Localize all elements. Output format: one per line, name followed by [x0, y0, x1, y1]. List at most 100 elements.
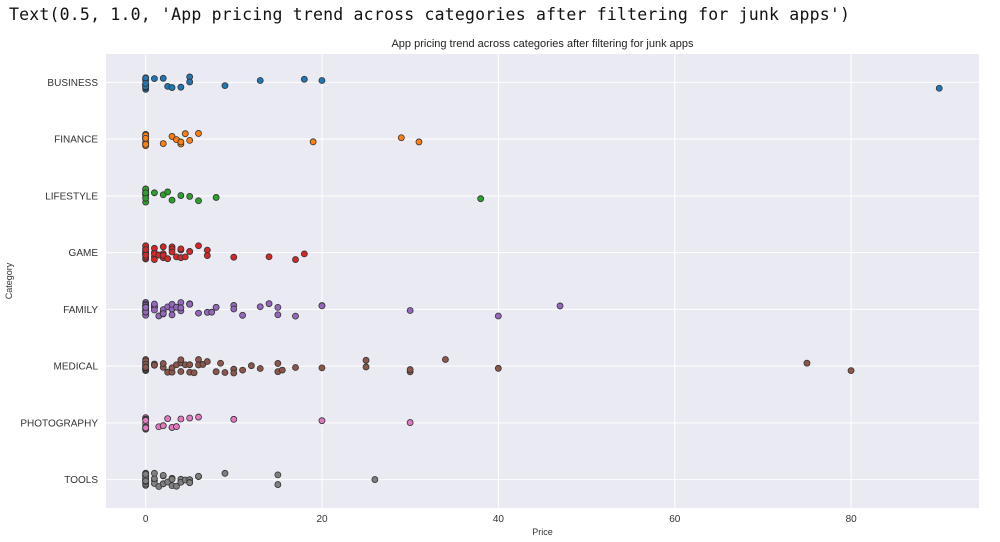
- data-point: [221, 82, 229, 90]
- data-point: [181, 130, 189, 138]
- data-point: [173, 423, 180, 430]
- data-point: [186, 361, 194, 369]
- y-tick-label: FAMILY: [63, 305, 98, 316]
- data-point: [847, 367, 855, 375]
- data-point: [159, 74, 167, 82]
- data-point: [168, 311, 176, 319]
- data-point: [803, 359, 811, 367]
- data-point: [265, 253, 273, 261]
- data-point: [212, 368, 220, 376]
- data-point: [142, 246, 150, 253]
- data-point: [208, 308, 216, 316]
- data-point: [186, 248, 194, 256]
- data-point: [230, 369, 238, 377]
- y-tick-label: LIFESTYLE: [45, 191, 98, 202]
- data-point: [318, 417, 326, 425]
- data-point: [159, 310, 167, 317]
- x-axis-title: Price: [532, 527, 553, 537]
- data-point: [186, 414, 194, 422]
- data-point: [186, 479, 194, 487]
- data-point: [142, 251, 150, 259]
- data-point: [159, 471, 167, 479]
- data-point: [142, 189, 150, 197]
- x-tick-label: 80: [846, 514, 858, 525]
- data-point: [221, 369, 229, 376]
- data-point: [159, 422, 167, 430]
- data-point: [239, 311, 246, 319]
- data-point: [494, 364, 502, 372]
- data-point: [362, 363, 370, 371]
- data-point: [151, 75, 158, 83]
- data-point: [248, 362, 255, 370]
- data-point: [159, 360, 167, 367]
- data-point: [230, 305, 238, 313]
- x-tick-label: 0: [143, 514, 149, 525]
- data-point: [217, 359, 224, 367]
- data-point: [151, 300, 158, 308]
- data-point: [239, 366, 246, 374]
- data-point: [177, 245, 185, 253]
- data-point: [173, 482, 180, 490]
- y-tick-label: BUSINESS: [47, 78, 98, 89]
- data-point: [212, 303, 220, 311]
- data-point: [142, 80, 150, 87]
- data-point: [274, 481, 282, 488]
- cell-output-text: Text(0.5, 1.0, 'App pricing trend across…: [9, 5, 851, 24]
- data-point: [256, 303, 264, 311]
- y-tick-label: PHOTOGRAPHY: [20, 418, 98, 429]
- data-point: [151, 361, 158, 369]
- data-point: [177, 368, 185, 375]
- data-point: [186, 193, 194, 200]
- y-tick-label: FINANCE: [54, 135, 98, 146]
- data-point: [164, 188, 172, 196]
- data-point: [151, 469, 158, 477]
- data-point: [274, 303, 282, 311]
- data-point: [142, 363, 150, 371]
- data-point: [935, 84, 943, 92]
- data-point: [177, 138, 185, 146]
- data-point: [300, 250, 308, 258]
- data-point: [142, 424, 150, 432]
- data-point: [142, 134, 150, 142]
- data-point: [406, 307, 414, 314]
- data-point: [221, 469, 229, 477]
- data-point: [142, 303, 150, 311]
- y-tick-label: TOOLS: [64, 475, 98, 486]
- data-point: [177, 192, 185, 199]
- y-tick-label: GAME: [69, 248, 99, 259]
- chart-title: App pricing trend across categories afte…: [391, 38, 694, 50]
- data-point: [195, 130, 202, 137]
- data-point: [292, 364, 299, 371]
- data-point: [318, 364, 326, 372]
- data-point: [177, 356, 185, 364]
- data-point: [212, 194, 220, 201]
- data-point: [265, 300, 273, 308]
- data-point: [177, 83, 185, 91]
- data-point: [168, 248, 176, 256]
- data-point: [292, 312, 299, 320]
- data-point: [203, 252, 211, 259]
- data-point: [164, 255, 172, 263]
- data-point: [494, 312, 502, 320]
- data-point: [142, 140, 150, 148]
- data-point: [442, 356, 449, 363]
- data-point: [142, 477, 150, 485]
- data-point: [274, 471, 282, 479]
- plot-area-background: [106, 54, 979, 508]
- data-point: [477, 195, 485, 203]
- data-point: [181, 253, 189, 261]
- data-point: [371, 476, 379, 483]
- data-point: [406, 419, 414, 426]
- data-point: [168, 196, 176, 204]
- data-point: [186, 300, 194, 308]
- data-point: [397, 134, 405, 142]
- data-point: [177, 415, 185, 423]
- x-tick-label: 20: [316, 514, 328, 525]
- data-point: [195, 309, 202, 317]
- data-point: [190, 369, 198, 377]
- data-points: [142, 73, 943, 490]
- data-point: [142, 416, 150, 424]
- data-point: [159, 243, 167, 251]
- data-point: [203, 358, 211, 365]
- x-tick-labels: 0 20 40 60 80: [143, 514, 857, 525]
